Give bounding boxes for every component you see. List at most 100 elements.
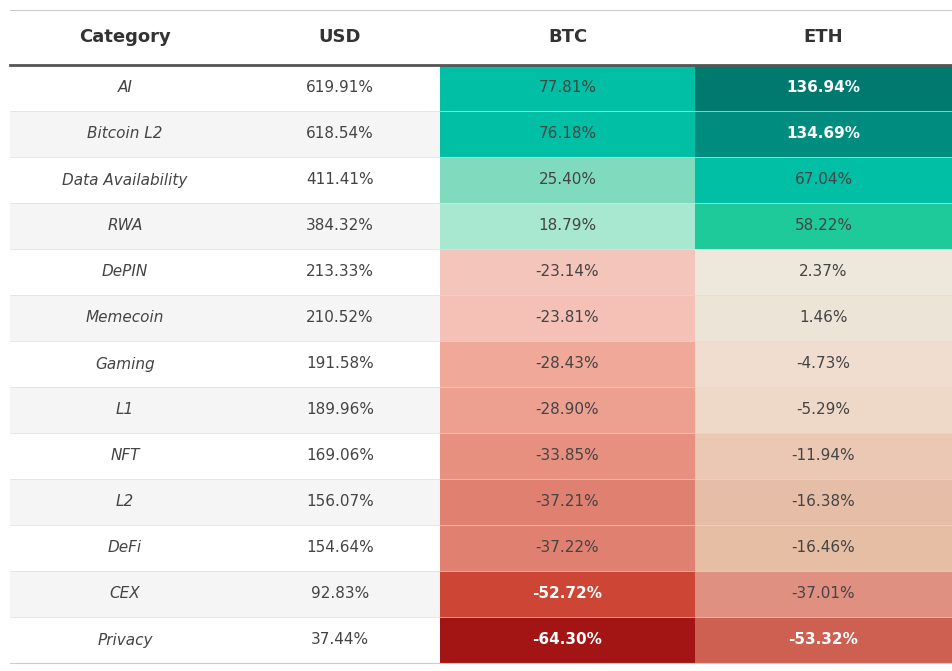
Text: USD: USD <box>319 28 361 46</box>
Text: DePIN: DePIN <box>102 264 149 280</box>
Text: Memecoin: Memecoin <box>86 311 164 325</box>
Bar <box>240 387 440 433</box>
Bar <box>440 203 695 249</box>
Text: 25.40%: 25.40% <box>539 172 597 187</box>
Text: 619.91%: 619.91% <box>306 81 374 95</box>
Text: 134.69%: 134.69% <box>786 127 861 142</box>
Bar <box>695 571 952 617</box>
Text: -33.85%: -33.85% <box>536 448 600 464</box>
Bar <box>440 341 695 387</box>
Bar <box>240 249 440 295</box>
Bar <box>10 479 240 525</box>
Bar <box>240 433 440 479</box>
Text: -37.21%: -37.21% <box>536 495 600 509</box>
Text: 156.07%: 156.07% <box>307 495 374 509</box>
Text: 67.04%: 67.04% <box>794 172 853 187</box>
Text: Bitcoin L2: Bitcoin L2 <box>88 127 163 142</box>
Text: 37.44%: 37.44% <box>311 633 369 648</box>
Bar <box>10 295 240 341</box>
Text: 384.32%: 384.32% <box>306 219 374 234</box>
Bar <box>240 571 440 617</box>
Text: 154.64%: 154.64% <box>307 541 374 556</box>
Bar <box>10 525 240 571</box>
Text: -53.32%: -53.32% <box>788 633 859 648</box>
Bar <box>240 617 440 663</box>
Bar <box>440 249 695 295</box>
Bar <box>440 295 695 341</box>
Bar <box>440 617 695 663</box>
Bar <box>240 65 440 111</box>
Text: -4.73%: -4.73% <box>797 356 850 372</box>
Text: L1: L1 <box>116 403 134 417</box>
Bar <box>695 157 952 203</box>
Text: -16.46%: -16.46% <box>792 541 856 556</box>
Bar <box>240 295 440 341</box>
Text: AI: AI <box>117 81 132 95</box>
Bar <box>695 111 952 157</box>
Text: 169.06%: 169.06% <box>306 448 374 464</box>
Text: -28.90%: -28.90% <box>536 403 600 417</box>
Text: 210.52%: 210.52% <box>307 311 374 325</box>
Text: L2: L2 <box>116 495 134 509</box>
Text: Category: Category <box>79 28 170 46</box>
Text: 189.96%: 189.96% <box>306 403 374 417</box>
Bar <box>240 525 440 571</box>
Text: 77.81%: 77.81% <box>539 81 597 95</box>
Bar <box>440 387 695 433</box>
Text: -11.94%: -11.94% <box>792 448 855 464</box>
Bar <box>10 157 240 203</box>
Text: 411.41%: 411.41% <box>307 172 374 187</box>
Text: DeFi: DeFi <box>108 541 142 556</box>
Text: Privacy: Privacy <box>97 633 152 648</box>
Bar <box>240 203 440 249</box>
Bar <box>440 111 695 157</box>
Text: -5.29%: -5.29% <box>797 403 850 417</box>
Text: 2.37%: 2.37% <box>800 264 847 280</box>
Bar <box>695 249 952 295</box>
Text: 191.58%: 191.58% <box>307 356 374 372</box>
Text: CEX: CEX <box>109 586 140 601</box>
Bar <box>10 433 240 479</box>
Bar <box>10 341 240 387</box>
Text: Data Availability: Data Availability <box>62 172 188 187</box>
Bar <box>695 525 952 571</box>
Bar <box>695 433 952 479</box>
Bar <box>10 571 240 617</box>
Bar <box>695 341 952 387</box>
Text: 18.79%: 18.79% <box>539 219 597 234</box>
Text: 92.83%: 92.83% <box>311 586 369 601</box>
Bar <box>695 203 952 249</box>
Text: NFT: NFT <box>110 448 140 464</box>
Text: -23.14%: -23.14% <box>536 264 600 280</box>
Text: Gaming: Gaming <box>95 356 155 372</box>
Bar <box>10 203 240 249</box>
Bar <box>10 249 240 295</box>
Bar <box>10 10 952 65</box>
Text: ETH: ETH <box>803 28 843 46</box>
Text: -52.72%: -52.72% <box>532 586 603 601</box>
Text: 76.18%: 76.18% <box>539 127 597 142</box>
Bar <box>240 111 440 157</box>
Bar <box>440 479 695 525</box>
Text: 213.33%: 213.33% <box>306 264 374 280</box>
Bar <box>10 387 240 433</box>
Text: -28.43%: -28.43% <box>536 356 600 372</box>
Text: -37.01%: -37.01% <box>792 586 855 601</box>
Text: -64.30%: -64.30% <box>532 633 603 648</box>
Text: BTC: BTC <box>547 28 587 46</box>
Bar <box>240 341 440 387</box>
Bar <box>440 433 695 479</box>
Bar <box>10 111 240 157</box>
Bar <box>440 571 695 617</box>
Bar <box>240 157 440 203</box>
Bar <box>695 617 952 663</box>
Bar <box>440 157 695 203</box>
Bar <box>10 617 240 663</box>
Text: -16.38%: -16.38% <box>792 495 856 509</box>
Text: 58.22%: 58.22% <box>795 219 852 234</box>
Bar <box>10 65 240 111</box>
Text: -37.22%: -37.22% <box>536 541 600 556</box>
Text: 618.54%: 618.54% <box>307 127 374 142</box>
Bar <box>695 387 952 433</box>
Bar <box>695 479 952 525</box>
